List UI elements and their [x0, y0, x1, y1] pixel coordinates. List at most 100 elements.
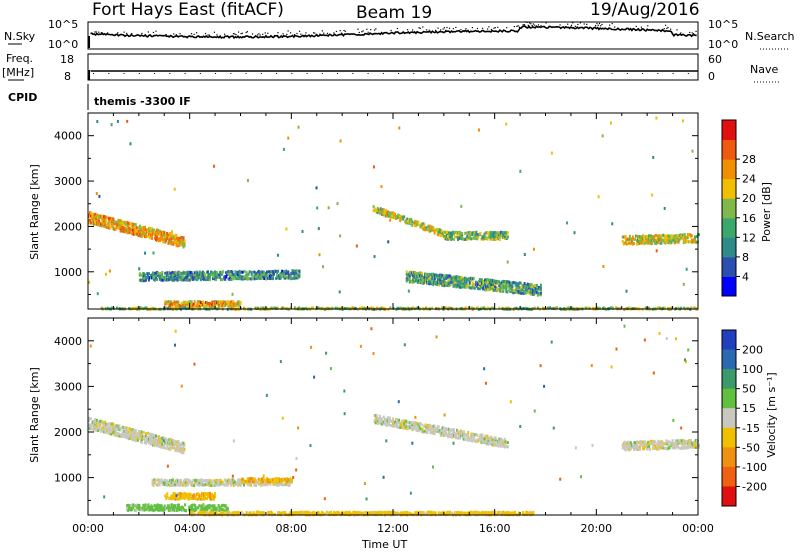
scatter-cell	[611, 222, 614, 226]
scatter-cell	[214, 492, 217, 496]
scatter-cell	[173, 504, 176, 508]
scatter-cell	[307, 510, 310, 514]
scatter-cell	[476, 438, 479, 442]
noise-point	[323, 32, 325, 34]
scatter-cell	[685, 236, 688, 240]
scatter-cell	[509, 283, 512, 287]
scatter-cell	[163, 233, 166, 237]
scatter-cell	[266, 273, 269, 277]
scatter-cell	[109, 432, 112, 436]
scatter-cell	[386, 512, 389, 516]
noise-point	[357, 28, 359, 30]
scatter-cell	[161, 230, 164, 234]
colorbar-tick-label: 15	[742, 402, 756, 415]
scatter-cell	[199, 494, 202, 498]
scatter-cell	[171, 233, 174, 237]
scatter-cell	[369, 512, 372, 516]
scatter-cell	[174, 300, 177, 304]
scatter-cell	[426, 425, 429, 429]
scatter-cell	[122, 433, 125, 437]
scatter-cell	[464, 276, 467, 280]
scatter-cell	[104, 422, 107, 426]
scatter-cell	[143, 438, 146, 442]
scatter-cell	[169, 234, 172, 238]
scatter-cell	[439, 281, 442, 285]
scatter-cell	[631, 235, 634, 239]
scatter-cell	[498, 238, 501, 242]
noise-point	[296, 32, 298, 35]
scatter-cell	[158, 442, 161, 446]
scatter-cell	[694, 438, 697, 442]
scatter-cell	[416, 220, 419, 224]
colorbar-swatch	[722, 447, 736, 468]
scatter-cell	[119, 226, 122, 230]
scatter-cell	[207, 492, 210, 496]
scatter-cell	[205, 505, 208, 509]
scatter-cell	[438, 278, 441, 282]
scatter-cell	[249, 511, 252, 515]
scatter-cell	[171, 442, 174, 446]
noise-point	[390, 29, 392, 32]
scatter-cell	[647, 306, 650, 310]
scatter-cell	[376, 306, 379, 310]
scatter-cell	[286, 480, 289, 484]
scatter-cell	[499, 233, 502, 237]
scatter-cell	[231, 301, 234, 305]
noise-point	[460, 29, 462, 31]
scatter-cell	[214, 273, 217, 277]
scatter-cell	[155, 504, 158, 508]
scatter-cell	[440, 273, 443, 277]
scatter-cell	[421, 423, 424, 427]
scatter-cell	[499, 281, 502, 285]
noise-point	[406, 29, 409, 31]
scatter-cell	[230, 278, 233, 282]
scatter-cell	[423, 225, 426, 229]
scatter-cell	[433, 280, 436, 284]
scatter-cell	[517, 284, 520, 288]
scatter-cell	[525, 286, 528, 290]
scatter-cell	[153, 443, 156, 447]
scatter-cell	[677, 306, 680, 310]
scatter-cell	[188, 270, 191, 274]
scatter-cell	[197, 494, 200, 498]
scatter-cell	[503, 439, 506, 443]
scatter-cell	[465, 280, 468, 284]
scatter-cell	[658, 306, 661, 310]
scatter-cell	[503, 235, 506, 239]
scatter-cell	[207, 494, 210, 498]
scatter-cell	[239, 270, 242, 274]
scatter-cell	[157, 435, 160, 439]
scatter-cell	[631, 237, 634, 241]
scatter-cell	[264, 272, 267, 276]
scatter-cell	[452, 441, 455, 445]
scatter-cell	[449, 278, 452, 282]
scatter-cell	[391, 417, 394, 421]
scatter-cell	[448, 231, 451, 235]
scatter-cell	[140, 440, 143, 444]
scatter-cell	[640, 440, 643, 444]
scatter-cell	[485, 435, 488, 439]
colorbar-swatch	[722, 198, 736, 219]
scatter-cell	[496, 512, 499, 516]
scatter-cell	[499, 289, 502, 293]
scatter-cell	[100, 224, 103, 228]
noise-point	[240, 33, 242, 35]
scatter-cell	[211, 510, 214, 514]
scatter-cell	[565, 221, 568, 225]
scatter-cell	[387, 510, 390, 514]
scatter-cell	[238, 272, 241, 276]
scatter-cell	[144, 441, 147, 445]
scatter-cell	[453, 281, 456, 285]
scatter-cell	[406, 510, 409, 514]
scatter-cell	[687, 233, 690, 237]
scatter-cell	[175, 243, 178, 247]
colorbar-tick-label: 8	[742, 251, 749, 264]
scatter-cell	[161, 480, 164, 484]
scatter-cell	[176, 497, 179, 501]
scatter-cell	[519, 425, 522, 429]
scatter-cell	[550, 151, 553, 155]
scatter-cell	[230, 478, 233, 482]
scatter-cell	[237, 481, 240, 485]
scatter-cell	[694, 240, 697, 244]
scatter-cell	[252, 480, 255, 484]
